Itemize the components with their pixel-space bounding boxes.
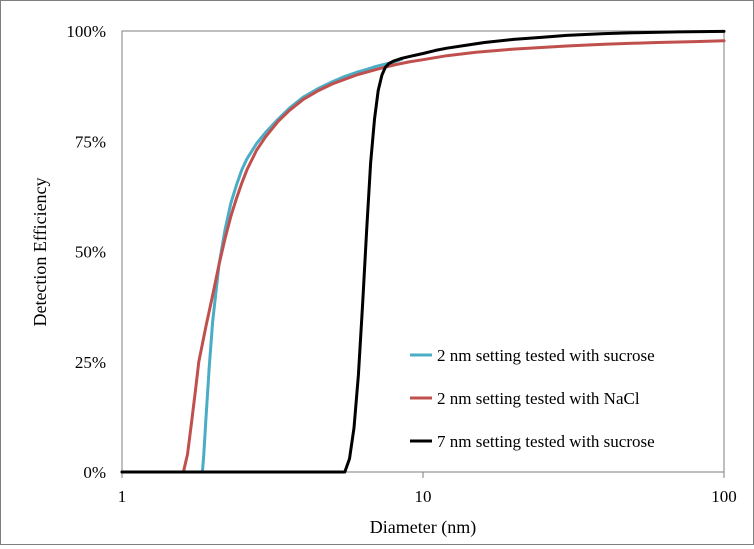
x-axis-title: Diameter (nm) [370,517,476,538]
y-tick-label: 25% [75,353,106,372]
x-tick-label: 1 [118,487,127,506]
x-tick-label: 100 [711,487,737,506]
series-line-3 [120,29,726,474]
legend-label: 2 nm setting tested with sucrose [437,346,655,365]
y-tick-label: 50% [75,243,106,262]
legend-item: 2 nm setting tested with NaCl [410,389,640,408]
y-axis-ticks: 0% 25% 50% 75% 100% [66,22,106,482]
series-line-2 [120,39,726,474]
y-tick-label: 100% [66,22,106,41]
y-tick-label: 75% [75,132,106,151]
legend-label: 7 nm setting tested with sucrose [437,432,655,451]
legend-item: 7 nm setting tested with sucrose [410,432,655,451]
x-tick-label: 10 [415,487,432,506]
y-axis-title: Detection Efficiency [30,177,50,326]
x-axis-ticks: 1 10 100 [118,472,737,506]
legend-item: 2 nm setting tested with sucrose [410,346,655,365]
y-tick-label: 0% [83,463,106,482]
legend: 2 nm setting tested with sucrose 2 nm set… [410,346,655,451]
legend-label: 2 nm setting tested with NaCl [437,389,640,408]
series-layer [120,29,726,474]
series-line-1 [120,57,404,474]
